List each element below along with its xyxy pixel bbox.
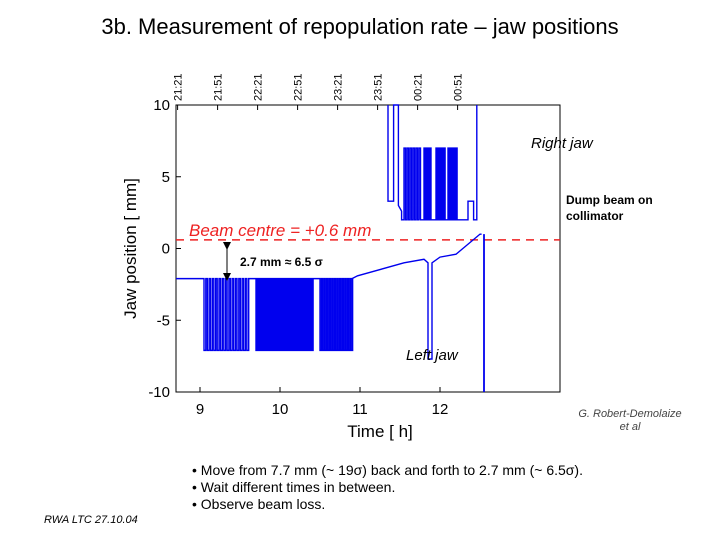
top-time-label: 23:21 [333,73,345,101]
y-tick-label: -5 [157,312,170,329]
x-tick-label: 9 [196,401,204,418]
top-time-label: 23:51 [373,73,385,101]
bullet-item: • Move from 7.7 mm (~ 19σ) back and fort… [192,462,583,478]
dump-label-line-2: collimator [566,209,624,223]
left-jaw-series [176,233,482,360]
gap-label: 2.7 mm ≈ 6.5 σ [240,255,323,269]
top-time-label: 00:21 [413,73,425,101]
top-time-label: 22:51 [293,73,305,101]
y-tick-label: 0 [162,241,170,258]
y-tick-label: 5 [162,169,170,186]
beam-centre-label: Beam centre = +0.6 mm [189,221,371,240]
left-jaw-label: Left jaw [406,347,459,364]
credit-label: G. Robert-Demolaize et al [560,408,700,434]
slide-title: 3b. Measurement of repopulation rate – j… [101,14,619,39]
dump-label-line-1: Dump beam on [566,193,653,207]
top-time-label: 22:21 [253,73,265,101]
bullet-item: • Wait different times in between. [192,479,396,495]
y-axis-title: Jaw position [ mm] [121,178,140,319]
right-jaw-series [387,104,478,221]
y-tick-label: 10 [153,97,170,114]
x-tick-label: 10 [272,401,289,418]
top-time-label: 21:51 [213,73,225,101]
top-time-label: 21:21 [173,73,185,101]
x-tick-label: 12 [432,401,449,418]
footer-label: RWA LTC 27.10.04 [44,514,138,526]
x-tick-label: 11 [352,401,368,418]
credit-line-2: et al [619,421,641,433]
y-tick-label: -10 [148,384,170,401]
top-time-label: 00:51 [453,73,465,101]
bullet-item: • Observe beam loss. [192,496,326,512]
right-jaw-label: Right jaw [531,135,594,152]
x-axis-title: Time [ h] [347,422,413,441]
credit-line-1: G. Robert-Demolaize [578,408,682,420]
bullet-list: • Move from 7.7 mm (~ 19σ) back and fort… [192,462,583,513]
